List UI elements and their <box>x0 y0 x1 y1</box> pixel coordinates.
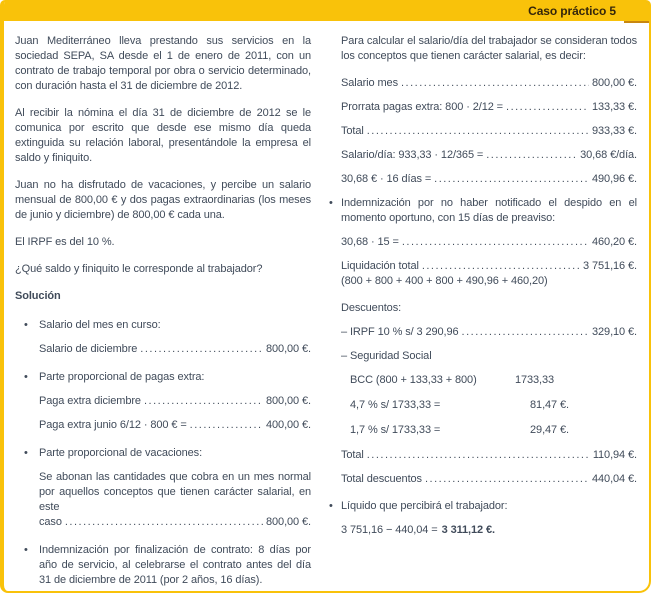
final-expression: 3 751,16 − 440,04 = <box>341 524 438 536</box>
row-label: Liquidación total <box>341 260 419 272</box>
row-value: 400,00 €. <box>266 419 311 431</box>
dot-leader <box>190 418 263 433</box>
row-value: 933,33 €. <box>592 125 637 137</box>
intro-paragraph: Para calcular el salario/día del trabaja… <box>341 35 637 62</box>
amount-row: Salario de diciembre 800,00 €. <box>39 342 311 357</box>
row-value: 81,47 €. <box>530 399 569 411</box>
dot-leader <box>65 515 263 530</box>
row-label: Total descuentos <box>341 473 422 485</box>
liquidation-detail: (800 + 800 + 400 + 800 + 490,96 + 460,20… <box>341 275 548 287</box>
row-label: Paga extra junio 6/12 · 800 € = <box>39 419 187 431</box>
dot-leader <box>425 472 589 487</box>
dot-leader <box>486 148 577 163</box>
row-label: Paga extra diciembre <box>39 395 141 407</box>
header-bar: Caso práctico 5 <box>4 2 649 21</box>
seguridad-social-heading: – Seguridad Social <box>341 350 432 362</box>
row-label: Salario de diciembre <box>39 343 138 355</box>
bullet-title: Indemnización por no haber notificado el… <box>341 196 637 226</box>
row-label: Total <box>341 125 364 137</box>
row-value: 800,00 €. <box>266 395 311 407</box>
dot-leader <box>462 325 589 340</box>
dot-leader <box>144 394 263 409</box>
descuentos-heading: Descuentos: <box>341 302 402 314</box>
row-value: 3 751,16 €. <box>583 260 637 272</box>
bullet-item: Indemnización por finalización de contra… <box>15 543 311 588</box>
amount-row: 30,68 € · 16 días = 490,96 €. <box>341 172 637 187</box>
row-label: 4,7 % s/ 1733,33 = <box>350 399 441 411</box>
bullet-item: Salario del mes en curso: Salario de dic… <box>15 318 311 357</box>
bullet-item: Indemnización por no haber notificado el… <box>341 196 637 487</box>
amount-row: caso 800,00 €. <box>39 515 311 530</box>
bullet-title: Indemnización por finalización de contra… <box>39 543 311 588</box>
final-result: 3 311,12 €. <box>441 524 495 536</box>
row-label: Total <box>341 449 364 461</box>
row-label: 30,68 · 15 = <box>341 236 399 248</box>
dot-leader <box>401 76 589 91</box>
intro-paragraph: El IRPF es del 10 %. <box>15 236 115 248</box>
bullet-item: Parte proporcional de pagas extra: Paga … <box>15 370 311 433</box>
dot-leader <box>367 448 590 463</box>
dot-leader <box>422 259 580 274</box>
row-value: 329,10 €. <box>592 326 637 338</box>
dot-leader <box>506 100 589 115</box>
row-label: 1,7 % s/ 1733,33 = <box>350 424 441 436</box>
row-value: 110,94 €. <box>592 449 637 461</box>
row-value: 460,20 €. <box>592 236 637 248</box>
panel-body: Juan Mediterráneo lleva prestando sus se… <box>4 21 649 591</box>
row-value: 133,33 €. <box>592 101 637 113</box>
row-label: Salario mes <box>341 77 398 89</box>
row-value: 440,04 €. <box>592 473 637 485</box>
table-row: BCC (800 + 133,33 + 800) 1733,33 <box>341 373 569 388</box>
dot-leader <box>434 172 589 187</box>
final-result-line: 3 751,16 − 440,04 = 3 311,12 €. <box>341 523 637 538</box>
row-value: 800,00 €. <box>592 77 637 89</box>
intro-paragraph: Juan no ha disfrutado de vacaciones, y p… <box>15 179 311 221</box>
row-label: Prorrata pagas extra: 800 · 2/12 = <box>341 101 504 113</box>
intro-paragraph: Juan Mediterráneo lleva prestando sus se… <box>15 35 311 92</box>
dot-leader <box>367 124 589 139</box>
solution-heading: Solución <box>15 290 61 302</box>
amount-row: Total 933,33 €. <box>341 124 637 139</box>
question-paragraph: ¿Qué saldo y finiquito le corresponde al… <box>15 263 263 275</box>
amount-row: Total descuentos 440,04 €. <box>341 472 637 487</box>
bullet-title: Parte proporcional de pagas extra: <box>39 370 311 385</box>
bullet-title: Salario del mes en curso: <box>39 318 311 333</box>
row-label: BCC (800 + 133,33 + 800) <box>350 374 477 386</box>
amount-row: Paga extra diciembre 800,00 €. <box>39 394 311 409</box>
bullet-item: Parte proporcional de vacaciones: Se abo… <box>15 446 311 530</box>
amount-row: Salario/día: 933,33 · 12/365 = 30,68 €/d… <box>341 148 637 163</box>
bullet-item: Líquido que percibirá el trabajador: 3 7… <box>341 499 637 538</box>
left-column: Juan Mediterráneo lleva prestando sus se… <box>15 34 311 591</box>
row-value: 29,47 €. <box>530 424 569 436</box>
row-value: 800,00 €. <box>266 516 311 528</box>
amount-row: 30,68 · 15 = 460,20 €. <box>341 235 637 250</box>
table-row: 1,7 % s/ 1733,33 = 29,47 €. <box>341 423 569 438</box>
row-label: caso <box>39 516 62 528</box>
row-label: – IRPF 10 % s/ 3 290,96 <box>341 326 459 338</box>
dot-leader <box>402 235 589 250</box>
amount-row: Paga extra junio 6/12 · 800 € = 400,00 €… <box>39 418 311 433</box>
bullet-title: Líquido que percibirá el trabajador: <box>341 499 637 514</box>
row-value: 800,00 €. <box>266 343 311 355</box>
bullet-title: Parte proporcional de vacaciones: <box>39 446 311 461</box>
row-label: 30,68 € · 16 días = <box>341 173 432 185</box>
amount-row: Liquidación total 3 751,16 €. <box>341 259 637 274</box>
row-value: 490,96 €. <box>592 173 637 185</box>
amount-row: – IRPF 10 % s/ 3 290,96 329,10 €. <box>341 325 637 340</box>
bullet-body: Se abonan las cantidades que cobra en un… <box>39 471 311 513</box>
row-value: 30,68 €/día. <box>580 149 637 161</box>
table-row: 4,7 % s/ 1733,33 = 81,47 €. <box>341 398 569 413</box>
amount-row: Total 110,94 €. <box>341 448 637 463</box>
row-label: Salario/día: 933,33 · 12/365 = <box>341 149 484 161</box>
amount-row: Salario mes 800,00 €. <box>341 76 637 91</box>
amount-row: Prorrata pagas extra: 800 · 2/12 = 133,3… <box>341 100 637 115</box>
right-column: Para calcular el salario/día del trabaja… <box>329 34 637 591</box>
row-value: 1733,33 <box>514 374 554 386</box>
page-title: Caso práctico 5 <box>528 4 616 18</box>
dot-leader <box>140 342 263 357</box>
intro-paragraph: Al recibir la nómina el día 31 de diciem… <box>15 107 311 164</box>
